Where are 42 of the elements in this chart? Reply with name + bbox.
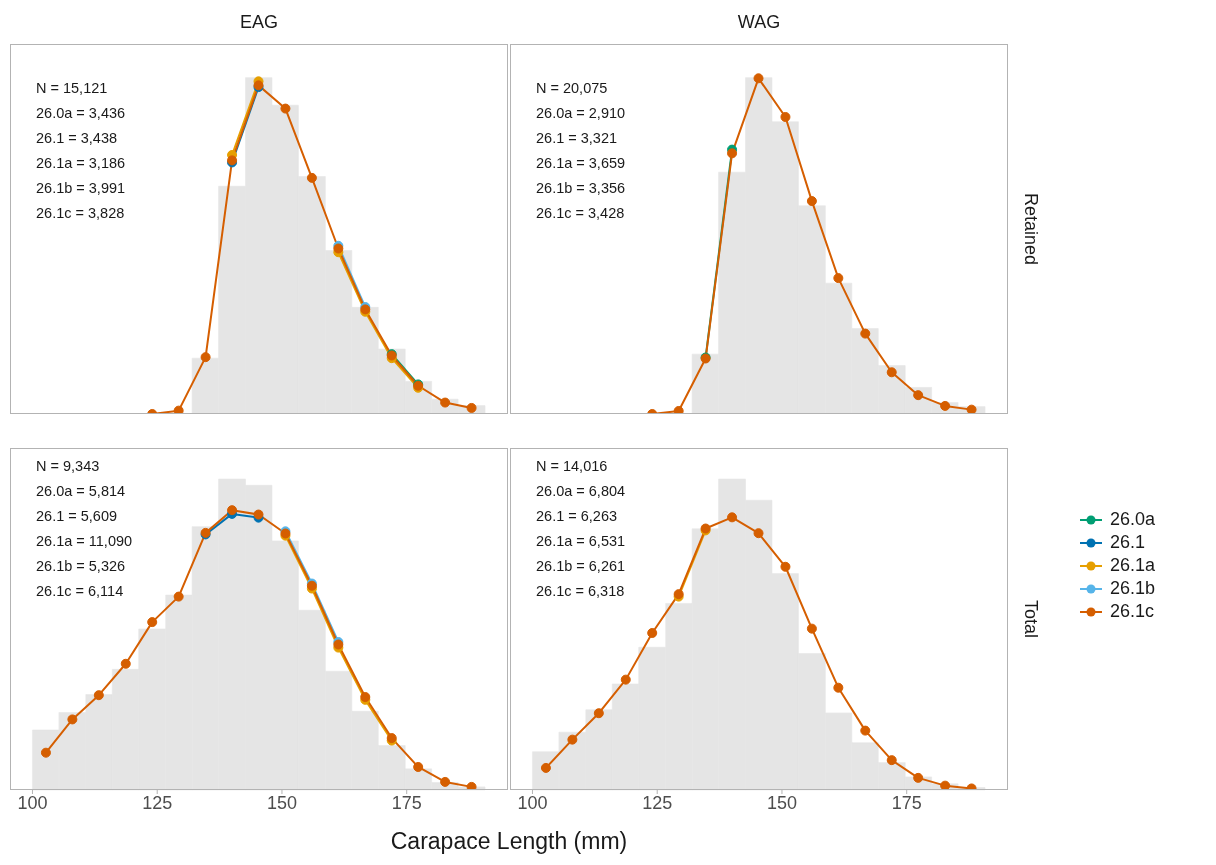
annotation: 26.1 = 5,609 bbox=[36, 507, 119, 526]
annotation: 26.1b = 6,261 bbox=[536, 557, 626, 576]
annotation: 26.1b = 3,991 bbox=[36, 179, 126, 198]
annotation: 26.1c = 3,428 bbox=[536, 204, 626, 223]
text: N = 14,016 bbox=[536, 457, 609, 476]
annotation: N = 20,075 bbox=[536, 79, 609, 98]
annotation: 26.1 = 6,263 bbox=[536, 507, 619, 526]
annotation: 26.0a = 2,910 bbox=[536, 104, 626, 123]
x-axis-title: Carapace Length (mm) bbox=[389, 828, 629, 855]
legend-label: 26.1b bbox=[1110, 578, 1156, 599]
annotation: N = 15,121 bbox=[36, 79, 109, 98]
annotation: 26.0a = 6,804 bbox=[536, 482, 626, 501]
x-tick-label: 100 bbox=[517, 792, 548, 813]
legend-label: 26.1a bbox=[1110, 555, 1156, 576]
annotation: 26.1c = 6,114 bbox=[36, 582, 125, 601]
x-tick-label: 125 bbox=[142, 792, 173, 813]
x-tick-label: 100 bbox=[17, 792, 48, 813]
annotation: 26.1 = 3,321 bbox=[536, 129, 619, 148]
annotation: 26.1b = 5,326 bbox=[36, 557, 127, 576]
annotation: 26.0a = 5,814 bbox=[36, 482, 127, 501]
annotation: 26.1a = 11,090 bbox=[36, 532, 133, 551]
annotation: 26.1a = 3,186 bbox=[36, 154, 126, 173]
chart-title: EAG bbox=[239, 12, 279, 33]
x-tick-label: 175 bbox=[891, 792, 922, 813]
x-tick-label: 150 bbox=[266, 792, 297, 813]
y-axis-title: Total bbox=[1019, 599, 1041, 639]
legend-label: 26.0a bbox=[1110, 509, 1156, 530]
annotation: 26.1c = 6,318 bbox=[536, 582, 626, 601]
annotation: 26.1a = 3,659 bbox=[536, 154, 626, 173]
y-axis-title: Retained bbox=[1019, 192, 1041, 266]
text: N = 9,343 bbox=[36, 457, 101, 476]
legend-label: 26.1 bbox=[1110, 532, 1146, 553]
annotation: 26.1c = 3,828 bbox=[36, 204, 126, 223]
x-tick-label: 125 bbox=[642, 792, 673, 813]
x-tick-label: 150 bbox=[766, 792, 797, 813]
legend-label: 26.1c bbox=[1110, 601, 1155, 622]
annotation: 26.0a = 3,436 bbox=[36, 104, 126, 123]
annotation: 26.1b = 3,356 bbox=[536, 179, 626, 198]
chart-title: WAG bbox=[736, 12, 782, 33]
annotation: 26.1 = 3,438 bbox=[36, 129, 119, 148]
x-tick-label: 175 bbox=[391, 792, 422, 813]
annotation: 26.1a = 6,531 bbox=[536, 532, 626, 551]
